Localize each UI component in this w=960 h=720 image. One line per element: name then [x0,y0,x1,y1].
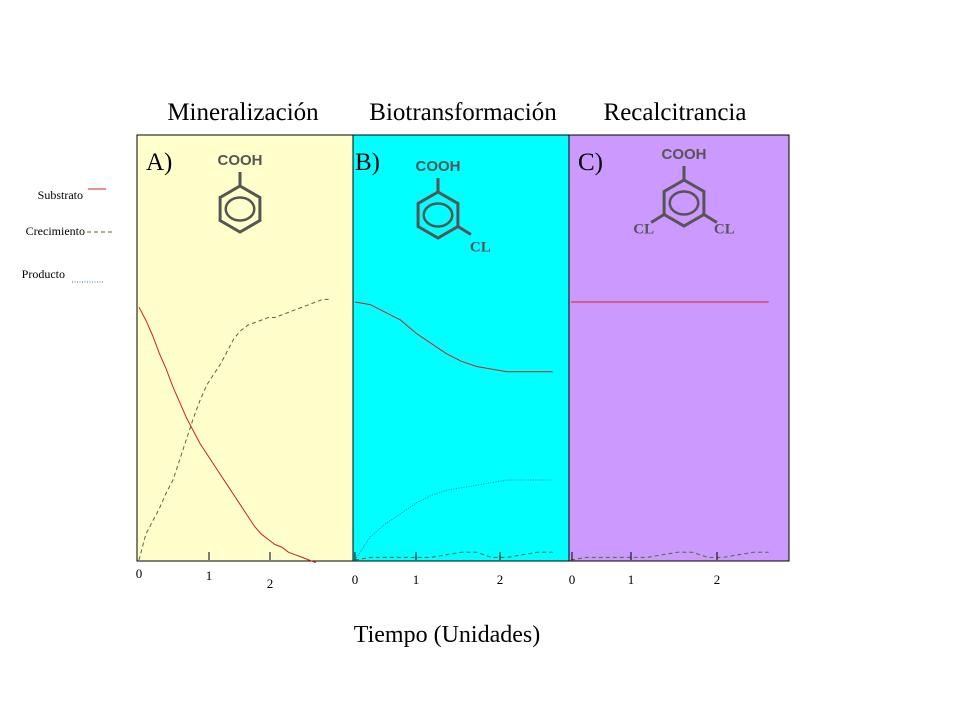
x-tick-label-2-1: 1 [413,572,420,587]
panel-background-3 [568,134,790,562]
cooh-label-1: COOH [218,152,263,169]
x-tick-label-3-2: 2 [714,572,721,587]
cl-bond-2-1 [457,225,472,236]
x-tick-label-3-0: 0 [569,572,576,587]
aromatic-circle-2 [422,202,454,228]
x-tick-label-1-2: 2 [267,576,274,591]
series-substrato-panel-2 [354,301,553,373]
legend-label-crecimiento: Crecimiento [26,224,85,238]
aromatic-circle-3 [668,190,700,216]
cl-label-3-1: CL [714,222,735,238]
cl-bond-3-1 [703,213,718,224]
legend-label-producto: Producto [22,267,65,281]
legend-layer: Substrato Crecimiento Producto [22,188,114,283]
panels-layer: Mineralización A) Biotransformación B) Recal… [136,99,790,562]
panel-title-2: Biotransformación [369,99,557,126]
x-tick-label-1-0: 0 [136,566,143,581]
x-axis-label: Tiempo (Unidades) [354,622,540,648]
x-tick-label-3-1: 1 [628,572,635,587]
cl-label-3-2: CL [633,222,654,238]
panel-letter-3: C) [578,149,603,176]
benzene-ring-3 [662,178,706,228]
molecule-panel-3: COOH CL CL [633,146,735,238]
panel-title-3: Recalcitrancia [604,99,747,126]
molecule-panel-1: COOH [218,152,263,234]
series-substrato-panel-1 [138,306,316,564]
cooh-label-2: COOH [416,158,461,175]
panel-background-1 [136,134,354,562]
benzene-ring-2 [416,190,460,240]
x-tick-label-2-0: 0 [352,572,359,587]
molecule-panel-2: COOH CL [416,158,491,256]
legend-label-substrato: Substrato [38,188,83,202]
molecule-layer: COOH COOH CL COOH CL CL [218,146,735,256]
panel-background-2 [352,134,570,562]
panel-letter-1: A) [146,149,172,176]
series-producto-panel-2 [354,479,553,561]
panel-letter-2: B) [355,149,380,176]
panel-title-1: Mineralización [167,99,319,126]
series-crecimiento-panel-3 [570,551,769,561]
benzene-ring-1 [218,184,262,234]
ticks-layer: 0 1 2 0 1 2 0 1 2 [136,552,721,591]
x-tick-label-2-2: 2 [497,572,504,587]
aromatic-circle-1 [224,196,256,222]
cooh-label-3: COOH [662,146,707,163]
cl-bond-3-2 [650,213,665,224]
cl-label-2-1: CL [470,240,491,256]
x-tick-label-1-1: 1 [206,568,213,583]
curves-layer [138,298,769,564]
series-crecimiento-panel-2 [354,551,553,561]
